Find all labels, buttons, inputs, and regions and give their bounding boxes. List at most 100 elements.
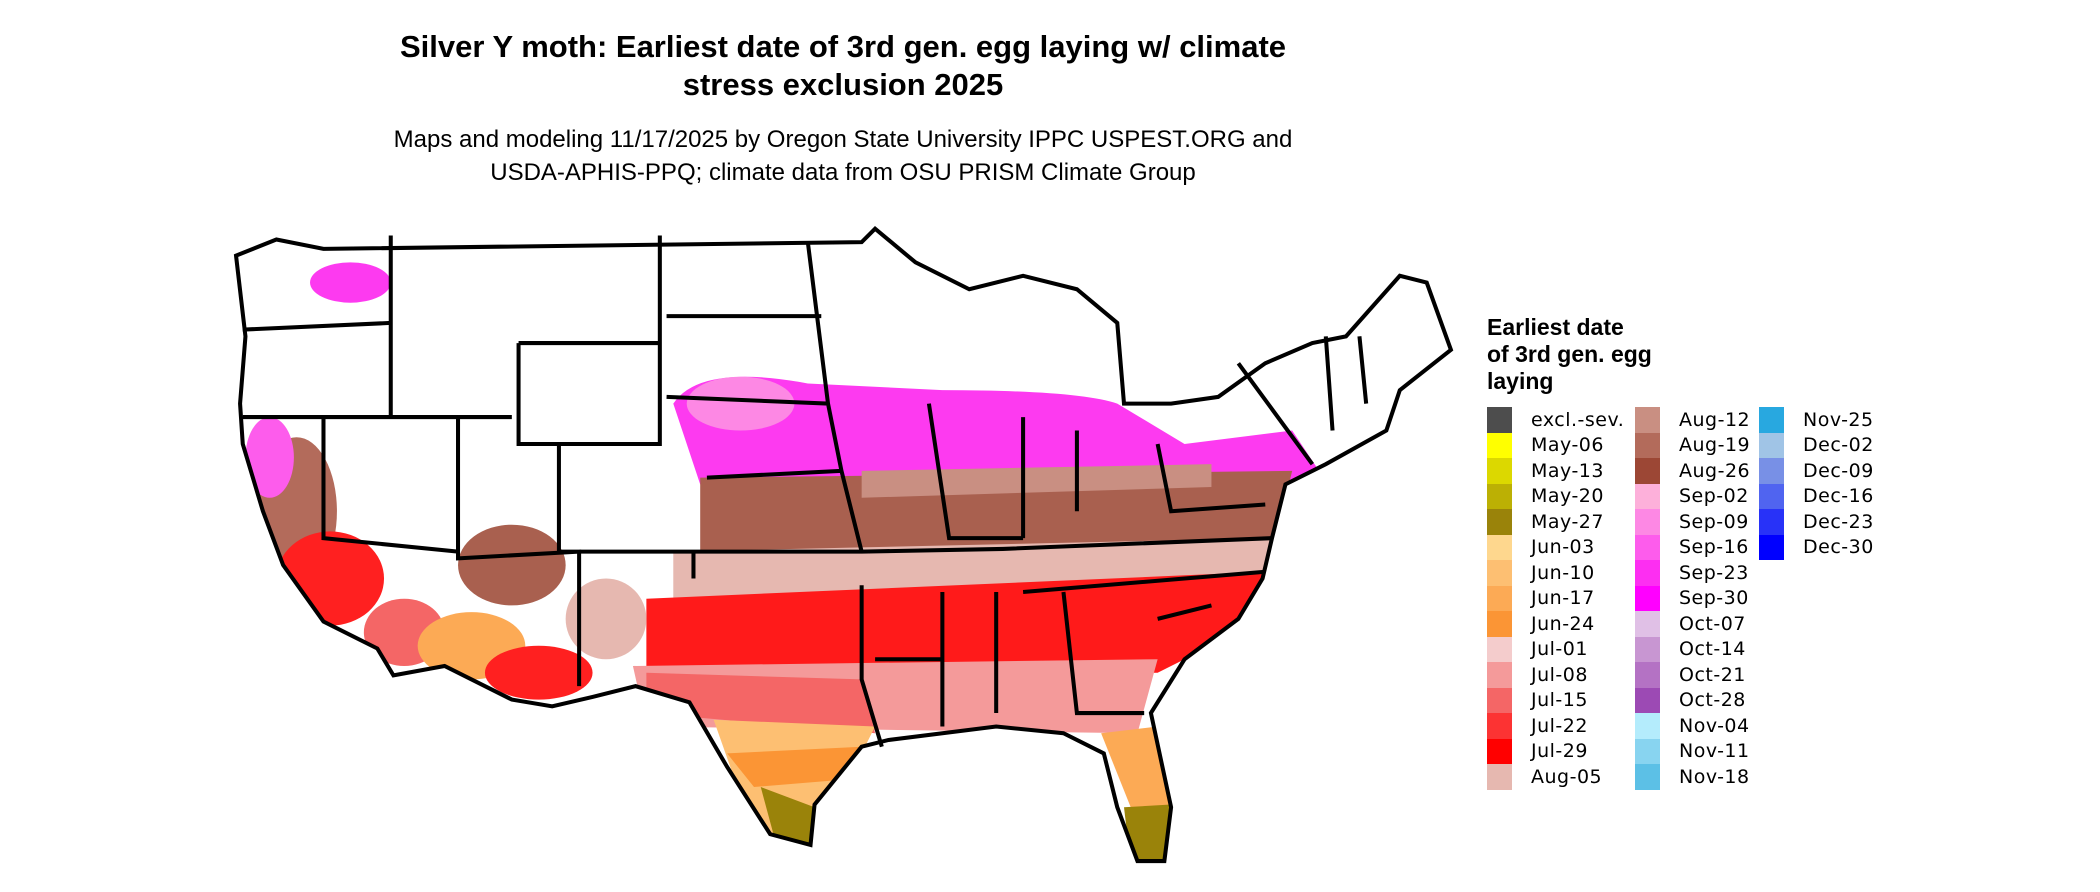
legend-swatch (1635, 509, 1660, 535)
legend-label: Nov-18 (1679, 765, 1750, 788)
legend-column: Nov-25 Dec-02 Dec-09 Dec-16 Dec-23 Dec-30 (1759, 407, 1874, 560)
legend-item: May-06 (1487, 432, 1624, 458)
legend-swatch (1759, 407, 1784, 433)
legend-label: Aug-26 (1679, 459, 1751, 482)
legend-item: Nov-11 (1635, 738, 1750, 764)
legend-swatch (1487, 509, 1512, 535)
legend-swatch (1487, 432, 1512, 458)
legend-label: May-27 (1531, 510, 1604, 533)
legend-item: Aug-12 (1635, 407, 1750, 433)
legend-item: Jul-22 (1487, 713, 1624, 739)
legend-label: Dec-30 (1803, 536, 1874, 559)
legend-swatch (1487, 483, 1512, 509)
legend-item: Oct-07 (1635, 611, 1750, 637)
legend-label: Aug-05 (1531, 765, 1603, 788)
legend: Earliest date of 3rd gen. egg laying exc… (1487, 314, 1873, 790)
legend-label: Dec-16 (1803, 485, 1874, 508)
map-title: Silver Y moth: Earliest date of 3rd gen.… (243, 28, 1443, 104)
legend-item: Dec-16 (1759, 483, 1874, 509)
legend-label: Jul-15 (1531, 689, 1588, 712)
legend-label: Oct-28 (1679, 689, 1746, 712)
legend-swatch (1635, 662, 1660, 688)
legend-swatch (1759, 534, 1784, 560)
legend-item: Dec-09 (1759, 458, 1874, 484)
legend-item: Jun-03 (1487, 534, 1624, 560)
legend-label: Sep-30 (1679, 587, 1749, 610)
legend-label: Jul-22 (1531, 714, 1588, 737)
legend-swatch (1635, 432, 1660, 458)
legend-label: Jul-08 (1531, 663, 1588, 686)
legend-swatch (1635, 560, 1660, 586)
legend-label: Jul-01 (1531, 638, 1588, 661)
legend-label: Jul-29 (1531, 740, 1588, 763)
legend-label: Oct-07 (1679, 612, 1746, 635)
legend-swatch (1759, 509, 1784, 535)
legend-swatch (1635, 713, 1660, 739)
legend-label: Oct-14 (1679, 638, 1746, 661)
legend-item: Jun-24 (1487, 611, 1624, 637)
legend-swatch (1759, 432, 1784, 458)
legend-item: May-20 (1487, 483, 1624, 509)
legend-item: Nov-25 (1759, 407, 1874, 433)
legend-item: Nov-18 (1635, 764, 1750, 790)
legend-swatch (1487, 738, 1512, 764)
legend-item: Sep-09 (1635, 509, 1750, 535)
legend-label: Jun-24 (1531, 612, 1595, 635)
legend-label: Sep-02 (1679, 485, 1749, 508)
legend-label: May-06 (1531, 434, 1604, 457)
legend-swatch (1487, 611, 1512, 637)
legend-title-line-3: laying (1487, 368, 1554, 394)
legend-label: Dec-02 (1803, 434, 1874, 457)
legend-item: May-13 (1487, 458, 1624, 484)
legend-title-line-2: of 3rd gen. egg (1487, 341, 1652, 367)
legend-label: Nov-04 (1679, 714, 1750, 737)
title-line-2: stress exclusion 2025 (682, 67, 1004, 102)
legend-swatch (1635, 585, 1660, 611)
legend-swatch (1635, 483, 1660, 509)
legend-swatch (1635, 458, 1660, 484)
legend-item: Dec-30 (1759, 534, 1874, 560)
legend-item: Aug-05 (1487, 764, 1624, 790)
subtitle-line-2: USDA-APHIS-PPQ; climate data from OSU PR… (490, 159, 1196, 186)
legend-label: May-13 (1531, 459, 1604, 482)
legend-label: Sep-23 (1679, 561, 1749, 584)
legend-swatch (1487, 713, 1512, 739)
legend-swatch (1635, 534, 1660, 560)
legend-label: Sep-16 (1679, 536, 1749, 559)
legend-label: Sep-09 (1679, 510, 1749, 533)
legend-item: Sep-02 (1635, 483, 1750, 509)
legend-label: Jun-10 (1531, 561, 1595, 584)
legend-swatch (1487, 687, 1512, 713)
legend-label: Jun-03 (1531, 536, 1595, 559)
legend-item: Sep-16 (1635, 534, 1750, 560)
map-subtitle: Maps and modeling 11/17/2025 by Oregon S… (243, 123, 1443, 189)
legend-title: Earliest date of 3rd gen. egg laying (1487, 314, 1747, 395)
legend-swatch (1635, 636, 1660, 662)
legend-label: Aug-12 (1679, 408, 1751, 431)
legend-swatch (1487, 407, 1512, 433)
legend-column: Aug-12 Aug-19 Aug-26 Sep-02 Sep-09 Sep-16 Sep-… (1635, 407, 1750, 790)
legend-item: Jun-10 (1487, 560, 1624, 586)
legend-swatch (1759, 483, 1784, 509)
legend-swatch (1487, 764, 1512, 790)
legend-item: Dec-23 (1759, 509, 1874, 535)
legend-item: Aug-26 (1635, 458, 1750, 484)
legend-swatch (1487, 585, 1512, 611)
legend-label: Jun-17 (1531, 587, 1595, 610)
legend-column: excl.-sev. May-06 May-13 May-20 May-27 Jun-03… (1487, 407, 1624, 790)
legend-swatch (1487, 636, 1512, 662)
legend-label: May-20 (1531, 485, 1604, 508)
legend-swatch (1635, 738, 1660, 764)
legend-swatch (1487, 458, 1512, 484)
legend-swatch (1635, 611, 1660, 637)
legend-label: Aug-19 (1679, 434, 1751, 457)
subtitle-line-1: Maps and modeling 11/17/2025 by Oregon S… (393, 126, 1293, 153)
legend-label: Dec-09 (1803, 459, 1874, 482)
title-line-1: Silver Y moth: Earliest date of 3rd gen.… (399, 29, 1287, 64)
legend-item: Jul-01 (1487, 636, 1624, 662)
legend-item: Nov-04 (1635, 713, 1750, 739)
legend-label: Dec-23 (1803, 510, 1874, 533)
legend-item: May-27 (1487, 509, 1624, 535)
legend-item: excl.-sev. (1487, 407, 1624, 433)
